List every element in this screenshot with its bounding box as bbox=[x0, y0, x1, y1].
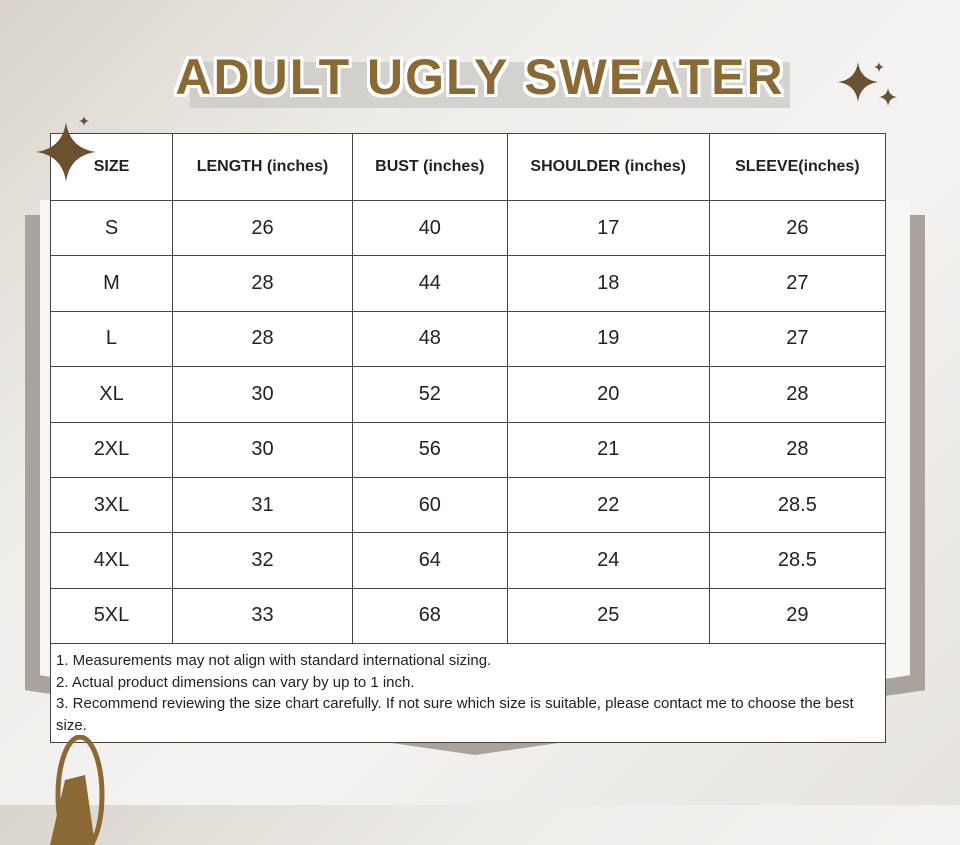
table-cell: L bbox=[50, 310, 173, 368]
table-cell: 56 bbox=[351, 421, 508, 478]
column-header: SLEEVE(inches) bbox=[708, 133, 887, 201]
table-row: 4XL 32 64 24 28.5 bbox=[50, 532, 887, 589]
table-cell: 27 bbox=[708, 255, 887, 312]
table-row: M 28 44 18 27 bbox=[50, 255, 887, 312]
table-cell: 24 bbox=[506, 532, 710, 589]
sparkle-icon bbox=[79, 116, 89, 126]
size-chart-table: SIZE LENGTH (inches) BUST (inches) SHOULDER… bbox=[50, 133, 887, 744]
table-cell: 31 bbox=[171, 476, 353, 534]
note-item: 1. Measurements may not align with stand… bbox=[56, 652, 492, 670]
table-cell: 26 bbox=[708, 199, 887, 257]
table-cell: 20 bbox=[506, 366, 710, 423]
table-cell: 28 bbox=[171, 255, 353, 312]
notes-cell: 1. Measurements may not align with stand… bbox=[50, 643, 886, 744]
column-header: SIZE bbox=[50, 133, 173, 201]
table-cell: 32 bbox=[171, 532, 353, 589]
table-cell: 44 bbox=[351, 255, 508, 312]
table-cell: 25 bbox=[506, 587, 710, 645]
table-row: S 26 40 17 26 bbox=[50, 199, 887, 257]
table-cell: 30 bbox=[171, 421, 353, 478]
table-row: XL 30 52 20 28 bbox=[50, 366, 887, 423]
table-cell: 17 bbox=[506, 199, 710, 257]
table-cell: 2XL bbox=[50, 421, 173, 478]
table-cell: 28 bbox=[171, 310, 353, 368]
table-cell: 28 bbox=[708, 366, 887, 423]
page-title: ADULT UGLY SWEATER bbox=[175, 49, 785, 105]
table-cell: 18 bbox=[506, 255, 710, 312]
column-header: BUST (inches) bbox=[351, 133, 508, 201]
note-item: 2. Actual product dimensions can vary by… bbox=[56, 673, 415, 691]
table-row: 3XL 31 60 22 28.5 bbox=[50, 476, 887, 534]
table-cell: 5XL bbox=[50, 587, 173, 645]
table-cell: 48 bbox=[351, 310, 508, 368]
table-cell: S bbox=[50, 199, 173, 257]
title-band bbox=[190, 62, 790, 108]
note-item: 3. Recommend reviewing the size chart ca… bbox=[56, 695, 854, 734]
table-cell: 60 bbox=[351, 476, 508, 534]
table-cell: 4XL bbox=[50, 532, 173, 589]
table-cell: 33 bbox=[171, 587, 353, 645]
table-cell: 29 bbox=[708, 587, 887, 645]
notes-row: 1. Measurements may not align with stand… bbox=[50, 643, 886, 744]
table-cell: M bbox=[50, 255, 173, 312]
table-row: 2XL 30 56 21 28 bbox=[50, 421, 887, 478]
table-cell: 68 bbox=[351, 587, 508, 645]
table-cell: 19 bbox=[506, 310, 710, 368]
table-row: L 28 48 19 27 bbox=[50, 310, 887, 368]
column-header: LENGTH (inches) bbox=[171, 133, 353, 201]
table-cell: 22 bbox=[506, 476, 710, 534]
table-cell: 28.5 bbox=[708, 532, 887, 589]
table-cell: 28 bbox=[708, 421, 887, 478]
table-cell: 28.5 bbox=[708, 476, 887, 534]
table-cell: 3XL bbox=[50, 476, 173, 534]
table-cell: 26 bbox=[171, 199, 353, 257]
table-cell: 64 bbox=[351, 532, 508, 589]
table-cell: 27 bbox=[708, 310, 887, 368]
column-header: SHOULDER (inches) bbox=[506, 133, 710, 201]
table-row: 5XL 33 68 25 29 bbox=[50, 587, 887, 645]
table-cell: 40 bbox=[351, 199, 508, 257]
table-cell: 21 bbox=[506, 421, 710, 478]
table-cell: 30 bbox=[171, 366, 353, 423]
bell-icon bbox=[50, 735, 105, 845]
table-cell: 52 bbox=[351, 366, 508, 423]
table-header-row: SIZE LENGTH (inches) BUST (inches) SHOULDER… bbox=[50, 133, 887, 201]
table-cell: XL bbox=[50, 366, 173, 423]
